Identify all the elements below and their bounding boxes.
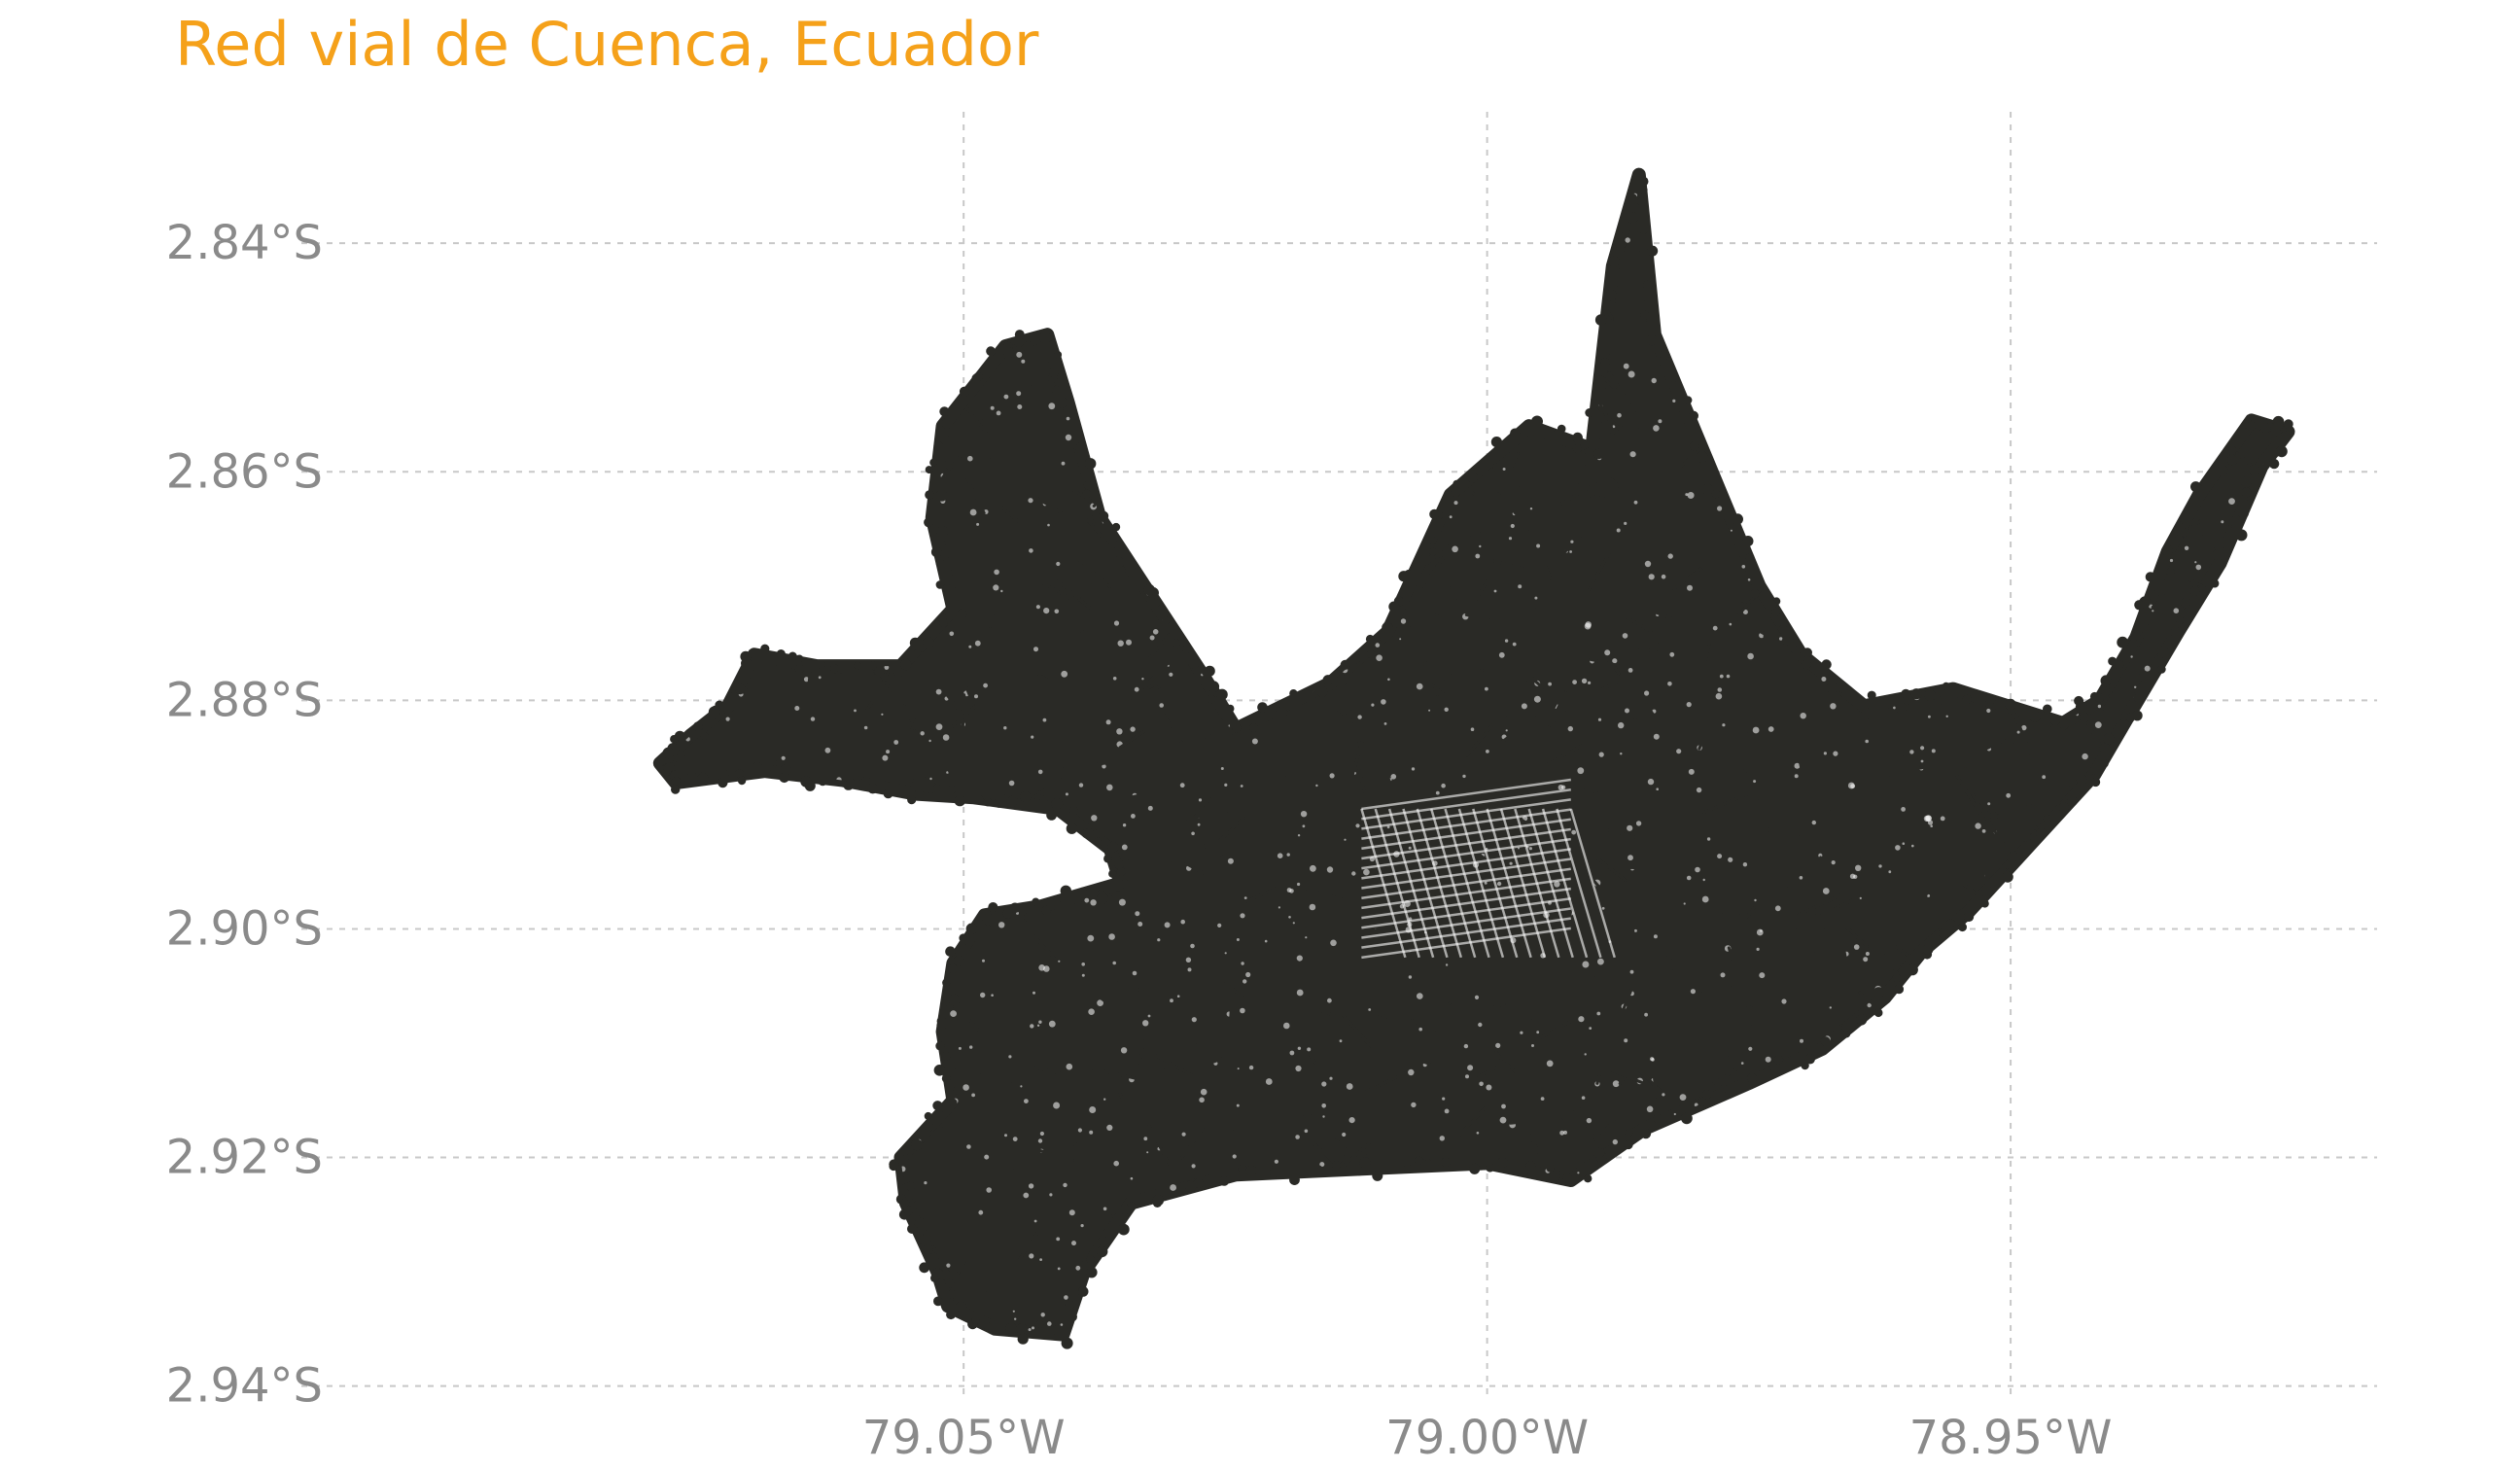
x-tick-label: 79.05°W <box>862 1411 1066 1465</box>
road-network <box>652 167 2295 1349</box>
y-tick-label: 2.84°S <box>166 216 323 270</box>
historic-centre-grid <box>1360 778 1616 960</box>
y-tick-label: 2.90°S <box>166 901 323 956</box>
y-axis-tick-labels: 2.84°S 2.86°S 2.88°S 2.90°S 2.92°S 2.94°S <box>166 216 323 1413</box>
y-tick-label: 2.88°S <box>166 673 323 727</box>
map-title: Red vial de Cuenca, Ecuador <box>175 9 1039 80</box>
y-tick-label: 2.92°S <box>166 1131 323 1185</box>
x-tick-label: 78.95°W <box>1909 1411 2113 1465</box>
x-axis-tick-labels: 79.05°W 79.00°W 78.95°W <box>862 1411 2113 1465</box>
x-tick-label: 79.00°W <box>1385 1411 1589 1465</box>
y-tick-label: 2.94°S <box>166 1359 323 1414</box>
y-tick-label: 2.86°S <box>166 444 323 499</box>
network-nodes <box>659 176 2293 1349</box>
